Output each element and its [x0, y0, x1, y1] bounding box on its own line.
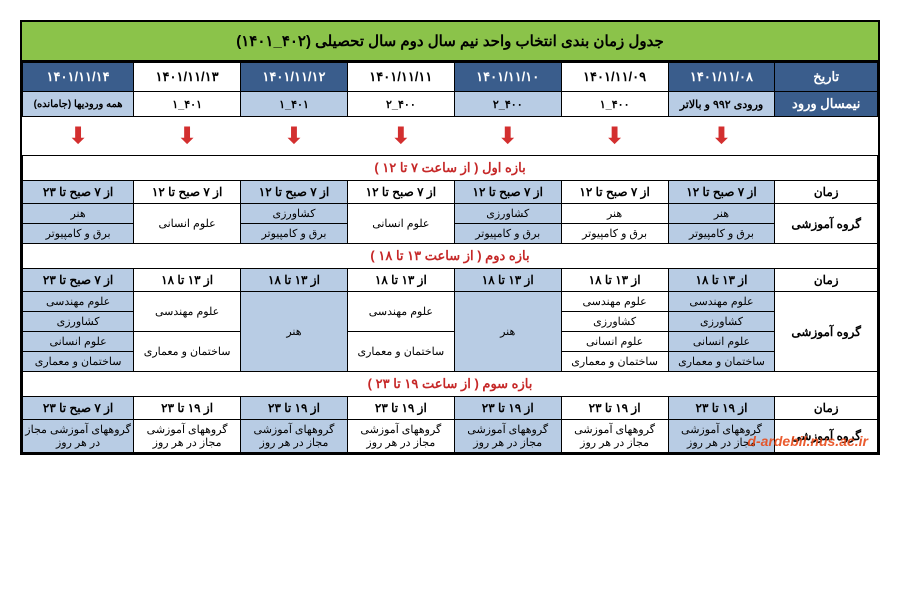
date-cell: ۱۴۰۱/۱۱/۰۸ — [668, 63, 775, 92]
arrow-row: ⬇ ⬇ ⬇ ⬇ ⬇ ⬇ ⬇ — [23, 117, 878, 156]
date-cell: ۱۴۰۱/۱۱/۱۳ — [134, 63, 241, 92]
schedule-table: جدول زمان بندی انتخاب واحد نیم سال دوم س… — [20, 20, 880, 455]
arrow-down-icon: ⬇ — [347, 117, 454, 156]
group-row: گروه آموزشی هنر هنر کشاورزی علوم انسانی … — [23, 204, 878, 224]
entry-sem-label: نیمسال ورود — [775, 92, 878, 117]
entry-sem-row: نیمسال ورود ورودی ۹۹۲ و بالاتر ۴۰۰_۱ ۴۰۰… — [23, 92, 878, 117]
date-cell: ۱۴۰۱/۱۱/۱۲ — [241, 63, 348, 92]
entry-cell: ۴۰۰_۲ — [347, 92, 454, 117]
arrow-down-icon: ⬇ — [134, 117, 241, 156]
table-title: جدول زمان بندی انتخاب واحد نیم سال دوم س… — [22, 22, 878, 62]
arrow-down-icon: ⬇ — [561, 117, 668, 156]
section-header-3: بازه سوم ( از ساعت ۱۹ تا ۲۳ ) — [23, 372, 878, 397]
time-row-3: زمان از ۱۹ تا ۲۳ از ۱۹ تا ۲۳ از ۱۹ تا ۲۳… — [23, 397, 878, 420]
date-cell: ۱۴۰۱/۱۱/۱۱ — [347, 63, 454, 92]
section-header-1: بازه اول ( از ساعت ۷ تا ۱۲ ) — [23, 156, 878, 181]
date-cell: ۱۴۰۱/۱۱/۱۴ — [23, 63, 134, 92]
date-cell: ۱۴۰۱/۱۱/۰۹ — [561, 63, 668, 92]
time-row-1: زمان از ۷ صبح تا ۱۲ از ۷ صبح تا ۱۲ از ۷ … — [23, 181, 878, 204]
entry-cell: ورودی ۹۹۲ و بالاتر — [668, 92, 775, 117]
arrow-down-icon: ⬇ — [454, 117, 561, 156]
date-cell: ۱۴۰۱/۱۱/۱۰ — [454, 63, 561, 92]
entry-cell: ۴۰۰_۱ — [561, 92, 668, 117]
group-row-3: گروه آموزشی گروههای آموزشی مجاز در هر رو… — [23, 420, 878, 453]
entry-cell: ۴۰۱_۱ — [241, 92, 348, 117]
section-header-2: بازه دوم ( از ساعت ۱۳ تا ۱۸ ) — [23, 244, 878, 269]
header-row-dates: تاریخ ۱۴۰۱/۱۱/۰۸ ۱۴۰۱/۱۱/۰۹ ۱۴۰۱/۱۱/۱۰ ۱… — [23, 63, 878, 92]
arrow-down-icon: ⬇ — [23, 117, 134, 156]
entry-cell: ۴۰۰_۲ — [454, 92, 561, 117]
group-row: گروه آموزشی علوم مهندسی علوم مهندسی هنر … — [23, 292, 878, 312]
group-row: علوم انسانی علوم انسانی ساختمان و معماری… — [23, 332, 878, 352]
header-label-date: تاریخ — [775, 63, 878, 92]
entry-cell: ۴۰۱_۱ — [134, 92, 241, 117]
time-row-2: زمان از ۱۳ تا ۱۸ از ۱۳ تا ۱۸ از ۱۳ تا ۱۸… — [23, 269, 878, 292]
arrow-down-icon: ⬇ — [668, 117, 775, 156]
arrow-down-icon: ⬇ — [241, 117, 348, 156]
entry-cell: همه ورودیها (جامانده) — [23, 92, 134, 117]
main-table: تاریخ ۱۴۰۱/۱۱/۰۸ ۱۴۰۱/۱۱/۰۹ ۱۴۰۱/۱۱/۱۰ ۱… — [22, 62, 878, 453]
